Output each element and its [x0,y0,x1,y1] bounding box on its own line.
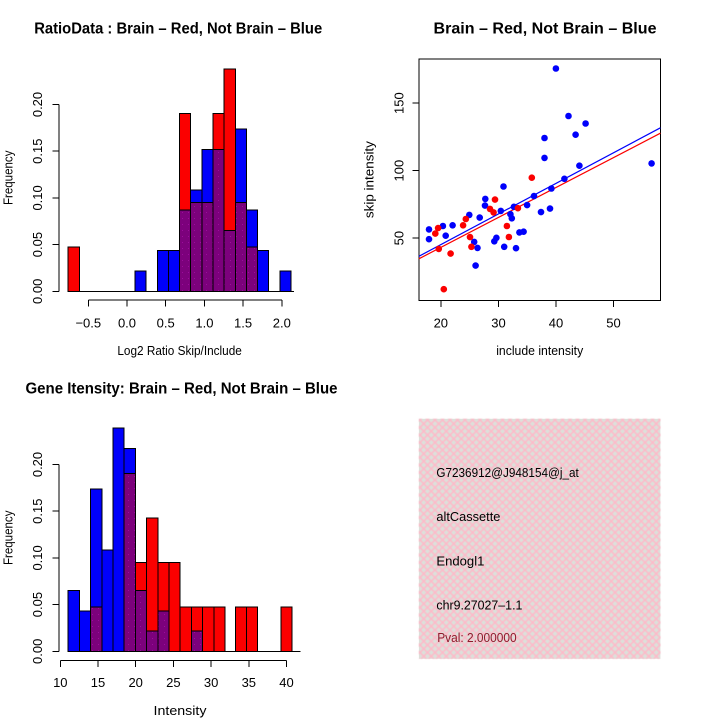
svg-text:1.5: 1.5 [234,315,252,330]
svg-text:RatioData : Brain – Red, Not B: RatioData : Brain – Red, Not Brain – Blu… [34,21,322,38]
svg-text:include intensity: include intensity [496,343,583,358]
svg-text:1.0: 1.0 [195,315,213,330]
svg-text:0.0: 0.0 [118,315,136,330]
svg-text:−0.5: −0.5 [75,315,101,330]
svg-text:Gene Itensity: Brain – Red, No: Gene Itensity: Brain – Red, Not Brain – … [26,381,338,398]
svg-text:25: 25 [166,675,180,690]
svg-text:Endogl1: Endogl1 [436,554,484,569]
svg-text:chr9.27027–1.1: chr9.27027–1.1 [436,598,522,613]
svg-text:30: 30 [491,316,505,331]
svg-text:G7236912@J948154@j_at: G7236912@J948154@j_at [436,465,579,480]
svg-text:Pval: 2.000000: Pval: 2.000000 [437,630,517,645]
svg-text:50: 50 [606,316,620,331]
svg-text:150: 150 [391,92,406,114]
svg-text:skip intensity: skip intensity [362,141,377,219]
svg-text:20: 20 [128,675,142,690]
svg-text:Intensity: Intensity [154,703,208,718]
svg-text:0.5: 0.5 [157,315,175,330]
svg-text:35: 35 [242,675,256,690]
svg-text:0.10: 0.10 [30,185,45,210]
svg-text:Frequency: Frequency [0,510,15,565]
svg-text:0.15: 0.15 [30,499,45,524]
svg-text:50: 50 [391,231,406,245]
svg-text:30: 30 [204,675,218,690]
svg-text:20: 20 [434,316,448,331]
svg-text:40: 40 [279,675,293,690]
svg-text:100: 100 [391,160,406,182]
svg-text:0.20: 0.20 [30,452,45,477]
svg-text:altCassette: altCassette [436,509,500,524]
svg-text:10: 10 [53,675,67,690]
svg-text:40: 40 [549,316,563,331]
svg-text:0.05: 0.05 [30,232,45,257]
svg-text:0.05: 0.05 [30,592,45,617]
svg-text:0.00: 0.00 [30,639,45,664]
svg-text:0.15: 0.15 [30,139,45,164]
svg-text:15: 15 [91,675,105,690]
svg-text:Log2 Ratio Skip/Include: Log2 Ratio Skip/Include [117,343,242,358]
svg-text:2.0: 2.0 [273,315,291,330]
svg-text:Brain – Red, Not Brain – Blue: Brain – Red, Not Brain – Blue [434,21,657,38]
svg-text:0.10: 0.10 [30,545,45,570]
svg-text:Frequency: Frequency [0,150,15,205]
svg-text:0.20: 0.20 [30,92,45,117]
svg-text:0.00: 0.00 [30,279,45,304]
